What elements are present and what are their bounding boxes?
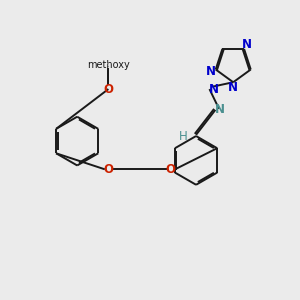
- Text: methoxy: methoxy: [108, 62, 115, 63]
- Text: H: H: [179, 130, 188, 142]
- Text: methoxy: methoxy: [106, 63, 112, 64]
- Text: OCH₃: OCH₃: [106, 66, 110, 67]
- Text: O: O: [166, 163, 176, 176]
- Text: methoxy: methoxy: [87, 60, 130, 70]
- Text: O: O: [103, 163, 113, 176]
- Text: O: O: [103, 82, 113, 96]
- Text: N: N: [228, 81, 238, 94]
- Text: N: N: [206, 64, 216, 78]
- Text: N: N: [214, 103, 224, 116]
- Text: N: N: [242, 38, 252, 51]
- Text: N: N: [209, 82, 219, 96]
